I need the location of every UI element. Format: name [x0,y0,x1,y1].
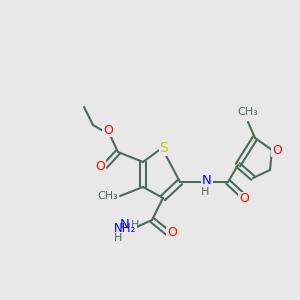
Text: S: S [160,141,168,155]
Text: H: H [131,220,139,230]
Text: O: O [167,226,177,239]
Text: CH₃: CH₃ [97,191,118,201]
Text: H: H [114,233,122,243]
Text: NH₂: NH₂ [114,221,136,235]
Text: N: N [202,173,212,187]
Text: O: O [95,160,105,172]
Text: O: O [239,193,249,206]
Text: O: O [103,124,113,136]
Text: H: H [201,187,209,197]
Text: N: N [120,218,130,232]
Text: O: O [272,143,282,157]
Text: CH₃: CH₃ [238,107,258,117]
